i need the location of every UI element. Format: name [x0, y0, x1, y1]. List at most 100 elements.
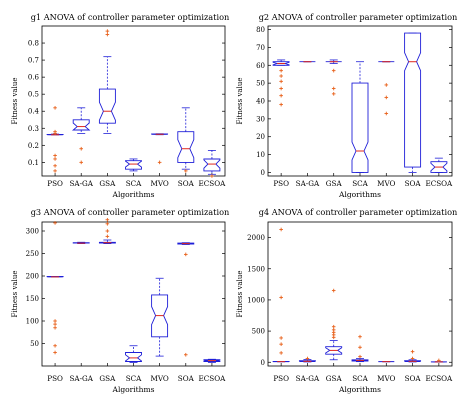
x-axis-label: Algorithms [338, 190, 381, 199]
box-pso [272, 59, 290, 107]
x-tick-label: SCA [126, 374, 142, 383]
y-tick-label: 70 [256, 44, 265, 52]
box-mvo [151, 133, 169, 165]
outlier-point [105, 32, 110, 37]
x-tick-label: SA-GA [69, 374, 93, 383]
outlier-point [105, 222, 110, 226]
outlier-point [410, 349, 415, 354]
box-soa [177, 242, 195, 357]
outlier-point [437, 358, 441, 363]
y-tick-label: 0 [261, 359, 265, 367]
outlier-point [331, 86, 336, 91]
x-tick-label: SA-GA [296, 179, 320, 188]
iqr-box [46, 275, 64, 278]
outlier-point [279, 74, 283, 78]
x-axis-label: Algorithms [338, 385, 381, 394]
outlier-point [410, 356, 415, 361]
iqr-box [125, 160, 142, 170]
y-axis-label: Fitness value [11, 271, 19, 318]
box-mvo [378, 61, 395, 116]
x-tick-label: GSA [326, 179, 343, 188]
outlier-point [105, 217, 110, 222]
iqr-box [203, 158, 221, 172]
outlier-point [53, 157, 57, 161]
chart-title: g2 ANOVA of controller parameter optimiz… [259, 12, 458, 22]
x-tick-label: GSA [99, 179, 116, 188]
y-tick-label: 0.5 [28, 91, 39, 99]
outlier-point [79, 146, 84, 151]
box-ecsoa [203, 150, 221, 178]
y-axis-label: Fitness value [236, 78, 244, 125]
outlier-point [331, 335, 336, 340]
x-tick-label: SCA [352, 179, 368, 188]
x-tick-label: PSO [47, 179, 63, 188]
iqr-box [151, 133, 169, 135]
outlier-point [279, 351, 283, 355]
x-axis-label: Algorithms [112, 385, 155, 394]
box-soa [177, 107, 195, 173]
y-tick-label: 300 [26, 228, 39, 236]
y-tick-label: 150 [26, 295, 39, 303]
y-tick-label: 2000 [247, 234, 265, 242]
x-tick-label: SCA [126, 179, 142, 188]
outlier-point [331, 324, 336, 329]
chart-panel-2: g2 ANOVA of controller parameter optimiz… [236, 12, 458, 199]
x-tick-label: SOA [405, 179, 422, 188]
y-tick-label: 60 [256, 62, 265, 70]
outlier-point [79, 160, 84, 165]
iqr-box [203, 359, 221, 362]
y-axis-label: Fitness value [11, 78, 19, 125]
outlier-point [210, 174, 214, 178]
y-tick-label: 50 [256, 80, 265, 88]
x-tick-label: PSO [47, 374, 63, 383]
box-ecsoa [430, 157, 448, 173]
box-pso [46, 106, 64, 173]
outlier-point [331, 68, 336, 73]
iqr-box [325, 346, 343, 355]
box-gsa [98, 217, 116, 245]
chart-title: g4 ANOVA of controller parameter optimiz… [259, 207, 458, 217]
y-tick-label: 0.4 [28, 108, 40, 116]
y-tick-label: 50 [30, 340, 39, 348]
outlier-point [279, 86, 283, 91]
outlier-point [384, 95, 389, 100]
outlier-point [53, 106, 57, 110]
outlier-point [53, 343, 57, 348]
y-tick-label: 80 [256, 26, 265, 34]
outlier-point [279, 295, 283, 300]
outlier-point [279, 79, 283, 84]
y-tick-label: 100 [26, 318, 39, 326]
y-tick-label: 10 [256, 151, 265, 159]
outlier-point [105, 229, 110, 233]
y-tick-label: 0.2 [28, 142, 39, 150]
x-tick-label: SA-GA [69, 179, 93, 188]
box-soa [404, 32, 422, 173]
iqr-box [351, 359, 369, 362]
y-tick-label: 200 [26, 273, 39, 281]
x-tick-label: MVO [150, 179, 168, 188]
outlier-point [53, 221, 57, 225]
outlier-point [358, 334, 362, 339]
box-sca [351, 61, 369, 173]
box-sca [125, 345, 142, 363]
y-tick-label: 20 [256, 133, 265, 141]
box-sa-ga [72, 241, 90, 245]
y-tick-label: 0.3 [28, 125, 39, 133]
box-sa-ga [298, 356, 316, 363]
x-tick-label: GSA [99, 374, 116, 383]
outlier-point [53, 131, 57, 136]
x-tick-label: PSO [273, 179, 289, 188]
box-pso [272, 227, 290, 363]
y-tick-label: 0 [261, 169, 265, 177]
iqr-box [71, 119, 91, 131]
plot-frame [41, 25, 226, 177]
x-tick-label: SOA [178, 179, 195, 188]
x-tick-label: MVO [377, 374, 395, 383]
iqr-box [272, 61, 290, 66]
iqr-box [125, 352, 142, 362]
outlier-point [183, 252, 188, 257]
chart-title: g1 ANOVA of controller parameter optimiz… [31, 12, 230, 22]
iqr-box [98, 241, 116, 244]
y-tick-label: 1500 [247, 265, 265, 273]
